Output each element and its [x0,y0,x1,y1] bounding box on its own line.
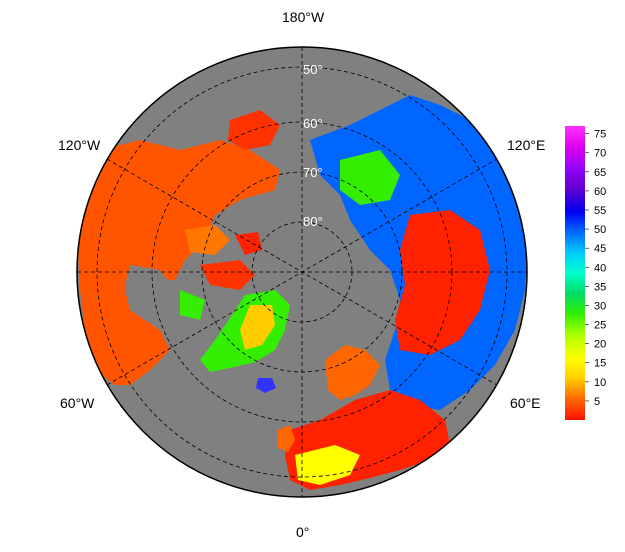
land-north-america [78,140,280,385]
siberia-red-zone [395,210,490,355]
colorbar-tick-label: 55 [594,205,606,217]
lon-label-120e: 120°E [507,137,545,153]
colorbar-tick-label: 20 [594,339,606,351]
lat-label-50: 50° [303,62,323,77]
land-alaska [228,110,280,150]
arctic-islands [180,225,262,320]
colorbar: 75 70 65 60 55 50 45 40 35 30 25 20 15 10 5 [565,126,606,420]
colorbar-tick-label: 70 [594,148,606,160]
colorbar-tick-label: 10 [594,377,606,389]
lon-label-120w: 120°W [58,137,101,153]
greenland-interior [240,305,275,350]
colorbar-tick-label: 65 [594,167,606,179]
colorbar-tick-label: 5 [594,396,600,408]
lon-label-180w: 180°W [282,9,325,25]
lat-label-60: 60° [303,116,323,131]
colorbar-tick-label: 75 [594,129,606,141]
colorbar-tick-label: 60 [594,186,606,198]
colorbar-tick-label: 35 [594,281,606,293]
land-british-isles [278,425,295,452]
europe-west-zone [295,445,360,485]
colorbar-tick-label: 15 [594,358,606,370]
colorbar-tick-label: 45 [594,243,606,255]
colorbar-tick-label: 25 [594,320,606,332]
lon-label-60e: 60°E [510,395,541,411]
graticule [77,47,527,497]
land-iceland [256,378,276,393]
colorbar-gradient [565,126,585,420]
land-layer [78,95,527,490]
lon-label-60w: 60°W [60,395,95,411]
lat-label-80: 80° [303,214,323,229]
colorbar-tick-label: 30 [594,300,606,312]
colorbar-tick-label: 50 [594,224,606,236]
lon-label-0: 0° [296,524,309,540]
colorbar-tick-label: 40 [594,262,606,274]
lat-label-70: 70° [303,165,323,180]
siberia-mixed-zone [340,150,400,205]
land-scandinavia [325,345,380,400]
hudson-bay [125,265,175,320]
map-border [76,46,528,498]
